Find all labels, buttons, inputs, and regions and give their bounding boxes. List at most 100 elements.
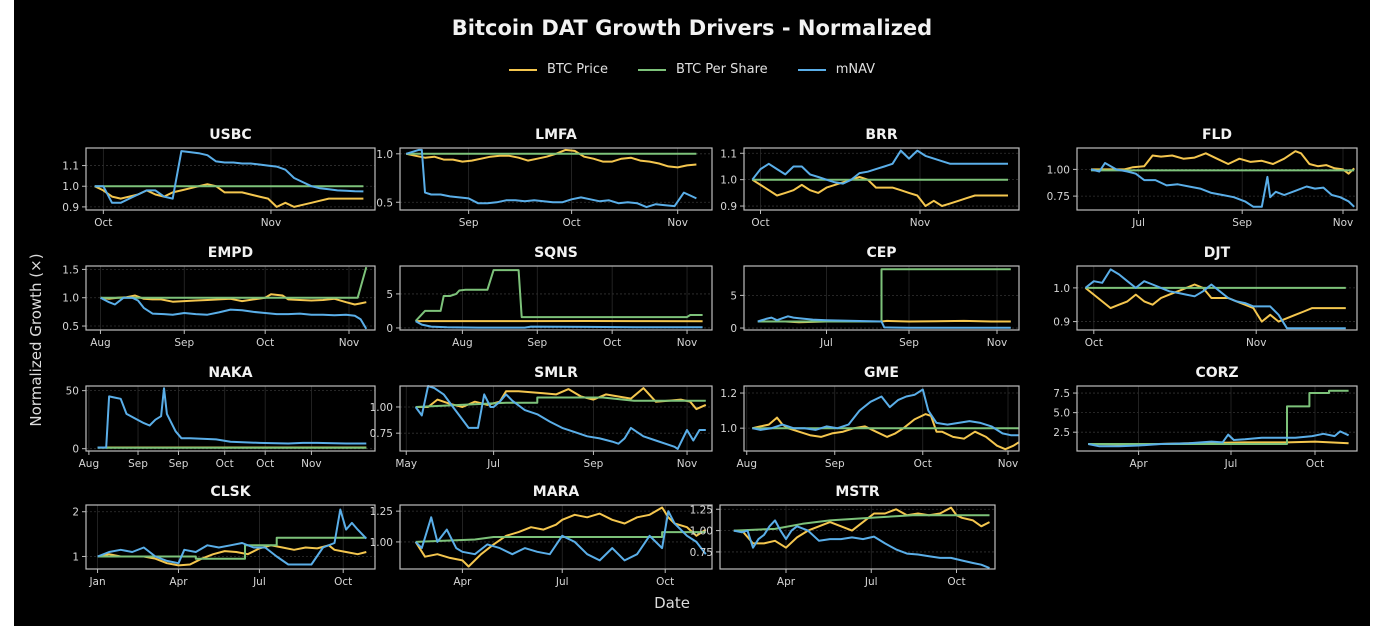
plot-frame	[399, 147, 713, 211]
x-tick-label: Nov	[339, 337, 360, 349]
y-tick-label: 1.0	[720, 175, 737, 187]
x-tick-label: Oct	[1085, 337, 1103, 349]
y-tick-label: 0.75	[690, 547, 713, 559]
legend-label: BTC Price	[546, 62, 608, 77]
y-tick-label: 0.75	[1047, 191, 1070, 203]
panel-naka: NAKA 0 50 Aug Sep Sep Oct Oct Nov	[66, 365, 376, 470]
series-line-btc-price	[97, 544, 367, 567]
x-tick-label: Sep	[128, 458, 148, 470]
series-line-mnav	[405, 148, 697, 209]
y-tick-label: 5.0	[1053, 408, 1070, 420]
panel-sqns: SQNS 0 5 Aug Sep Oct Nov	[386, 245, 713, 349]
x-tick-label: Oct	[256, 458, 274, 470]
legend-swatch-mnav	[797, 68, 826, 71]
x-tick-label: Jul	[1224, 458, 1238, 470]
x-tick-label: Nov	[261, 217, 282, 229]
panel-title: DJT	[1204, 245, 1231, 261]
y-tick-label: 0.9	[62, 202, 79, 214]
plot-frame	[1076, 265, 1358, 331]
panel-gme: GME 1.0 1.2 Aug Sep Oct Nov	[720, 365, 1020, 470]
series-line-btc-per-share	[100, 266, 368, 299]
panel-djt: DJT 0.9 1.0 Oct Nov	[1053, 245, 1358, 349]
panel-title: LMFA	[535, 127, 577, 143]
series-line-btc-price	[414, 506, 707, 568]
panel-title: CLSK	[210, 484, 251, 500]
panel-smlr: SMLR 0.75 1.00 May Jul Sep Nov	[370, 365, 713, 470]
plot-frame	[1076, 385, 1358, 452]
x-tick-label: Sep	[899, 337, 919, 349]
y-tick-label: 5	[730, 290, 737, 302]
chart-title: Bitcoin DAT Growth Drivers - Normalized	[451, 16, 933, 40]
plot-frame	[743, 385, 1020, 452]
x-tick-label: Jul	[252, 576, 266, 588]
panel-usbc: USBC 0.9 1.0 1.1 Oct Nov	[62, 127, 376, 229]
y-tick-label: 1.00	[690, 526, 713, 538]
panel-title: MARA	[533, 484, 580, 500]
x-tick-label: Sep	[584, 458, 604, 470]
panel-title: EMPD	[208, 245, 253, 261]
x-tick-label: Oct	[94, 217, 112, 229]
series-line-mnav	[752, 388, 1019, 437]
series-line-mnav	[100, 296, 368, 330]
x-tick-label: Apr	[169, 576, 188, 588]
plot-frame	[743, 147, 1020, 211]
y-tick-label: 0.5	[62, 321, 79, 333]
panel-title: NAKA	[208, 365, 252, 381]
x-tick-label: Oct	[603, 337, 621, 349]
y-tick-label: 1.00	[370, 402, 393, 414]
x-tick-label: Aug	[79, 458, 100, 470]
y-tick-label: 0	[72, 444, 79, 456]
legend-label: BTC Per Share	[676, 62, 768, 77]
series-line-mnav	[1087, 430, 1350, 448]
y-tick-label: 1.25	[370, 506, 393, 518]
plot-frame	[85, 504, 376, 570]
x-tick-label: May	[395, 458, 417, 470]
panel-cep: CEP 0 5 Jul Sep Nov	[730, 245, 1020, 349]
x-tick-label: Oct	[947, 576, 965, 588]
x-tick-label: Oct	[1306, 458, 1324, 470]
panel-brr: BRR 0.9 1.0 1.1 Oct Nov	[720, 127, 1020, 229]
y-tick-label: 1.0	[376, 149, 393, 161]
legend-item-btc-per-share: BTC Per Share	[638, 62, 768, 77]
x-tick-label: Nov	[998, 458, 1019, 470]
panel-title: MSTR	[835, 484, 880, 500]
plot-frame	[399, 504, 713, 570]
series-line-mnav	[733, 519, 990, 570]
y-tick-label: 50	[66, 386, 79, 398]
plot-frame	[85, 147, 376, 211]
x-tick-label: Nov	[667, 217, 688, 229]
x-tick-label: Aug	[736, 458, 757, 470]
x-tick-label: Nov	[1333, 217, 1354, 229]
plot-frame	[743, 265, 1020, 331]
panel-fld: FLD 0.75 1.00 Jul Sep Nov	[1047, 127, 1358, 229]
panel-title: SMLR	[534, 365, 578, 381]
y-tick-label: 1.5	[62, 264, 79, 276]
x-tick-label: Nov	[1246, 337, 1267, 349]
x-tick-label: Aug	[452, 337, 473, 349]
y-tick-label: 1.2	[720, 388, 737, 400]
y-tick-label: 1.1	[62, 161, 79, 173]
series-line-mnav	[414, 510, 707, 562]
x-tick-label: Nov	[987, 337, 1008, 349]
x-tick-label: Nov	[301, 458, 322, 470]
x-tick-label: Sep	[527, 337, 547, 349]
x-tick-label: Oct	[751, 217, 769, 229]
y-tick-label: 7.5	[1053, 388, 1070, 400]
x-tick-label: Apr	[1130, 458, 1149, 470]
y-tick-label: 2.5	[1053, 427, 1070, 439]
x-tick-label: Oct	[914, 458, 932, 470]
plot-frame	[719, 504, 996, 570]
x-tick-label: Nov	[677, 458, 698, 470]
y-tick-label: 1.0	[1053, 283, 1070, 295]
x-tick-label: Apr	[777, 576, 796, 588]
series-line-mnav	[97, 387, 367, 449]
y-tick-label: 1.1	[720, 148, 737, 160]
panel-title: USBC	[209, 127, 251, 143]
panel-title: SQNS	[534, 245, 578, 261]
series-line-mnav	[757, 315, 1011, 329]
series-line-btc-per-share	[757, 268, 1011, 323]
series-line-btc-price	[752, 413, 1020, 451]
x-tick-label: Jul	[555, 576, 569, 588]
plot-frame	[399, 385, 713, 452]
x-tick-label: Sep	[174, 337, 194, 349]
